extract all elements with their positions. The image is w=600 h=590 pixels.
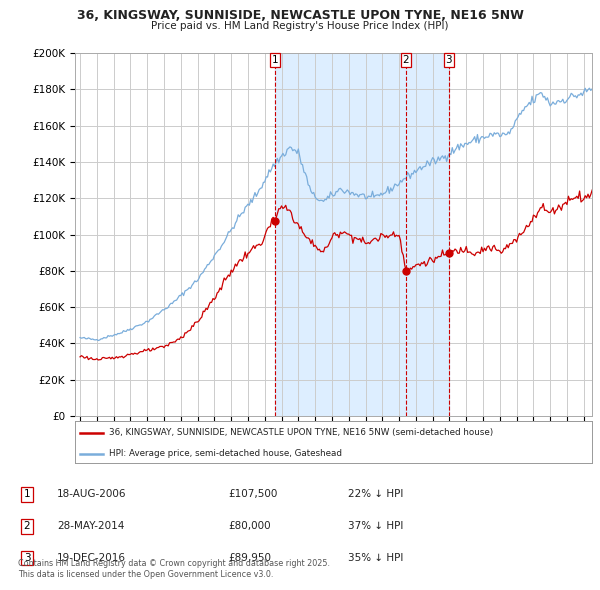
Text: 3: 3 (23, 553, 31, 563)
Text: 19-DEC-2016: 19-DEC-2016 (57, 553, 126, 563)
Bar (275, 53, 449, 416)
Text: 2: 2 (23, 522, 31, 531)
Text: 35% ↓ HPI: 35% ↓ HPI (348, 553, 403, 563)
Text: 22% ↓ HPI: 22% ↓ HPI (348, 490, 403, 499)
Text: Price paid vs. HM Land Registry's House Price Index (HPI): Price paid vs. HM Land Registry's House … (151, 21, 449, 31)
Text: 36, KINGSWAY, SUNNISIDE, NEWCASTLE UPON TYNE, NE16 5NW (semi-detached house): 36, KINGSWAY, SUNNISIDE, NEWCASTLE UPON … (109, 428, 493, 437)
Text: 28-MAY-2014: 28-MAY-2014 (57, 522, 124, 531)
Text: £107,500: £107,500 (228, 490, 277, 499)
Text: 1: 1 (272, 55, 278, 65)
Text: HPI: Average price, semi-detached house, Gateshead: HPI: Average price, semi-detached house,… (109, 450, 341, 458)
Text: 37% ↓ HPI: 37% ↓ HPI (348, 522, 403, 531)
Text: 3: 3 (445, 55, 452, 65)
Text: 2: 2 (403, 55, 409, 65)
Text: £80,000: £80,000 (228, 522, 271, 531)
Text: 1: 1 (23, 490, 31, 499)
Text: 18-AUG-2006: 18-AUG-2006 (57, 490, 127, 499)
Text: 36, KINGSWAY, SUNNISIDE, NEWCASTLE UPON TYNE, NE16 5NW: 36, KINGSWAY, SUNNISIDE, NEWCASTLE UPON … (77, 9, 523, 22)
Text: Contains HM Land Registry data © Crown copyright and database right 2025.
This d: Contains HM Land Registry data © Crown c… (18, 559, 330, 579)
Text: £89,950: £89,950 (228, 553, 271, 563)
